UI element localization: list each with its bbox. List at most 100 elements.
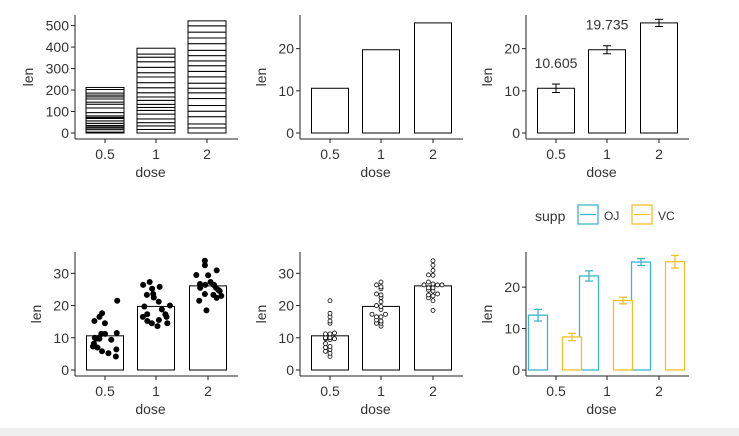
x-tick-label: 0.5 bbox=[546, 146, 566, 162]
bar-segment bbox=[136, 92, 176, 98]
data-dot bbox=[430, 307, 436, 313]
data-dot bbox=[378, 292, 384, 298]
y-tick-label: 500 bbox=[46, 18, 70, 34]
data-point bbox=[113, 346, 120, 353]
y-axis-title: len bbox=[253, 305, 269, 324]
data-dot bbox=[374, 291, 379, 297]
data-dot bbox=[430, 258, 436, 264]
data-dot bbox=[378, 304, 384, 309]
data-point bbox=[144, 318, 151, 325]
y-axis-title: len bbox=[20, 68, 36, 87]
x-tick-label: 0.5 bbox=[320, 146, 340, 162]
x-tick-label: 1 bbox=[377, 146, 385, 162]
data-label: 19.735 bbox=[586, 17, 629, 33]
data-label: 10.605 bbox=[535, 55, 578, 71]
x-tick-label: 0.5 bbox=[546, 383, 566, 399]
data-point bbox=[101, 320, 108, 327]
bar-segment bbox=[136, 66, 176, 74]
y-tick-label: 20 bbox=[53, 298, 69, 314]
chart-panel-1: 0 100 200 300 400 500 0.5 1 2 dose len bbox=[20, 15, 238, 180]
data-point bbox=[96, 335, 103, 342]
x-tick-label: 1 bbox=[603, 146, 611, 162]
x-tick-label: 0.5 bbox=[95, 383, 115, 399]
x-tick-label: 0.5 bbox=[320, 383, 340, 399]
bar-segment bbox=[187, 87, 227, 94]
data-point bbox=[207, 279, 214, 286]
data-dot bbox=[374, 282, 379, 288]
x-axis-title: dose bbox=[135, 164, 166, 180]
y-tick-label: 10 bbox=[278, 83, 294, 99]
data-point bbox=[154, 323, 161, 330]
data-point bbox=[213, 294, 220, 301]
data-dot bbox=[323, 331, 328, 337]
bar-segment bbox=[187, 37, 227, 45]
y-tick-label: 0 bbox=[61, 362, 69, 378]
data-point bbox=[202, 281, 209, 288]
data-dot bbox=[327, 310, 333, 316]
bar bbox=[640, 22, 678, 134]
data-point bbox=[112, 353, 119, 360]
data-dot bbox=[430, 281, 436, 287]
bar-vc bbox=[612, 299, 634, 371]
data-point bbox=[196, 297, 203, 304]
data-dot bbox=[327, 335, 333, 341]
data-point bbox=[201, 290, 208, 297]
data-dot bbox=[378, 299, 384, 305]
data-dot bbox=[430, 293, 436, 299]
y-tick-label: 0 bbox=[512, 125, 520, 141]
x-tick-label: 1 bbox=[152, 383, 160, 399]
x-tick-label: 2 bbox=[429, 146, 437, 162]
data-dot bbox=[332, 330, 337, 336]
data-point bbox=[96, 313, 103, 320]
legend-title: supp bbox=[535, 208, 566, 224]
data-point bbox=[108, 336, 115, 343]
data-dot bbox=[323, 335, 328, 341]
y-tick-label: 10 bbox=[504, 83, 520, 99]
data-dot bbox=[439, 282, 445, 288]
data-point bbox=[146, 279, 153, 286]
data-point bbox=[164, 320, 171, 327]
bar-segment bbox=[136, 113, 176, 120]
bar-segment bbox=[136, 118, 176, 124]
bar-segment bbox=[136, 72, 176, 78]
data-dot bbox=[378, 279, 384, 285]
x-tick-label: 0.5 bbox=[95, 146, 115, 162]
bar-segment bbox=[136, 87, 176, 94]
data-dot bbox=[323, 345, 328, 350]
data-point bbox=[114, 297, 121, 304]
bar bbox=[311, 87, 349, 134]
y-tick-label: 30 bbox=[278, 265, 294, 281]
data-dot bbox=[430, 285, 436, 291]
x-axis-title: dose bbox=[586, 164, 617, 180]
x-axis-title: dose bbox=[586, 401, 617, 417]
data-point bbox=[213, 267, 220, 274]
data-point bbox=[155, 298, 162, 305]
y-axis-title: len bbox=[253, 68, 269, 87]
data-dot bbox=[435, 282, 440, 288]
bar-segment bbox=[136, 76, 176, 84]
bar-segment bbox=[187, 43, 227, 51]
data-dot bbox=[378, 318, 384, 324]
data-point bbox=[201, 257, 208, 264]
data-point bbox=[156, 283, 163, 290]
chart-panel-6: 0 10 20 0.5 1 2 dose len supp OJ VC bbox=[479, 204, 689, 417]
data-dot bbox=[374, 314, 379, 320]
y-tick-label: 400 bbox=[46, 39, 70, 55]
data-dot bbox=[327, 298, 333, 304]
data-dot bbox=[430, 268, 436, 273]
data-point bbox=[91, 318, 98, 325]
data-dot bbox=[378, 284, 384, 290]
bar-vc bbox=[561, 336, 583, 371]
bar-segment bbox=[187, 55, 227, 62]
data-point bbox=[150, 290, 157, 297]
x-axis-title: dose bbox=[360, 401, 391, 417]
data-dot bbox=[374, 303, 379, 308]
data-point bbox=[215, 287, 222, 294]
bar-segment bbox=[136, 109, 176, 115]
data-point bbox=[143, 291, 150, 298]
x-tick-label: 1 bbox=[377, 383, 385, 399]
data-point bbox=[155, 317, 162, 324]
data-dot bbox=[369, 311, 375, 317]
bar-oj bbox=[630, 261, 652, 371]
